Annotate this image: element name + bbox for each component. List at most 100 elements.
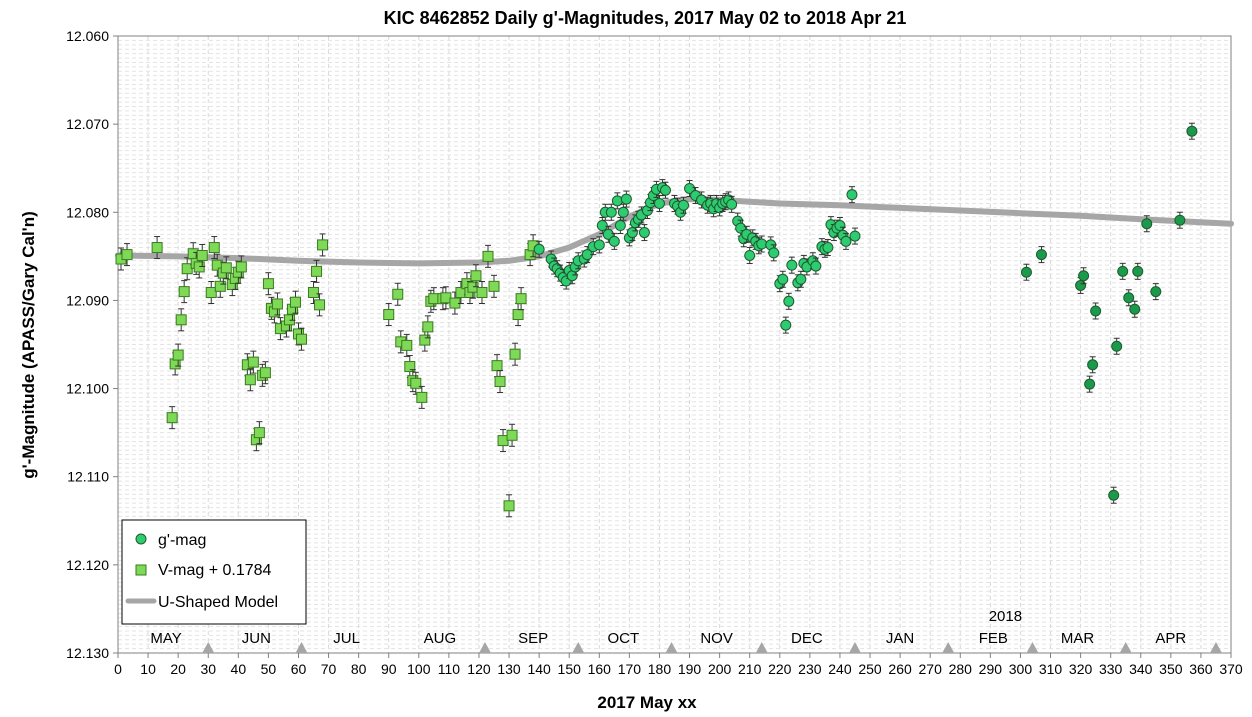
v-mag-point — [166, 412, 178, 424]
v-mag-point — [392, 288, 404, 300]
x-tick-label: 240 — [828, 661, 852, 677]
y-tick-label: 12.090 — [66, 292, 109, 308]
month-boundary-marker — [665, 642, 678, 653]
month-boundary-marker — [295, 642, 308, 653]
x-tick-label: 310 — [1039, 661, 1063, 677]
v-mag-point — [512, 309, 524, 321]
g-mag-point — [1111, 340, 1123, 352]
v-mag-point — [401, 339, 413, 351]
x-tick-label: 80 — [351, 661, 367, 677]
g-mag-point — [596, 220, 608, 232]
x-tick-label: 140 — [527, 661, 551, 677]
g-mag-point — [783, 295, 795, 307]
g-mag-point — [626, 227, 638, 239]
g-mag-point — [822, 242, 834, 254]
month-boundary-marker — [478, 642, 491, 653]
g-mag-point — [834, 220, 846, 232]
v-mag-point — [440, 292, 452, 304]
x-tick-label: 180 — [648, 661, 672, 677]
x-tick-label: 320 — [1069, 661, 1093, 677]
g-mag-point — [659, 184, 671, 196]
x-tick-label: 60 — [291, 661, 307, 677]
month-labels: MAY JUN JUL AUG SEP OCT NOV DEC JAN FEB MAR APR — [150, 630, 1186, 647]
month-label: JUN — [242, 630, 271, 647]
v-mag-point — [503, 500, 515, 512]
g-mag-point — [617, 206, 629, 218]
v-mag-point — [497, 435, 509, 447]
v-mag-point — [151, 242, 163, 254]
g-mag-point — [1186, 125, 1198, 137]
year-label: 2018 — [989, 608, 1022, 625]
legend: g'-mag V-mag + 0.1784 U-Shaped Model — [121, 519, 307, 625]
x-tick-label: 90 — [381, 661, 397, 677]
g-mag-point — [1035, 249, 1047, 261]
month-boundary-marker — [202, 642, 215, 653]
v-mag-point — [295, 333, 307, 345]
x-tick-label: 20 — [170, 661, 186, 677]
v-mag-point — [175, 314, 187, 326]
v-mag-point — [422, 321, 434, 333]
v-mag-point — [289, 296, 301, 308]
x-tick-label: 50 — [261, 661, 277, 677]
v-mag-point — [220, 262, 232, 274]
x-tick-label: 350 — [1159, 661, 1183, 677]
g-mag-point — [777, 273, 789, 285]
x-tick-label: 340 — [1129, 661, 1153, 677]
x-tick-label: 210 — [738, 661, 762, 677]
x-tick-label: 370 — [1219, 661, 1243, 677]
x-tick-label: 120 — [467, 661, 491, 677]
x-tick-label: 40 — [231, 661, 247, 677]
x-tick-label: 260 — [888, 661, 912, 677]
x-tick-label: 290 — [979, 661, 1003, 677]
g-mag-point — [1141, 218, 1153, 230]
v-mag-point — [262, 278, 274, 290]
x-tick-label: 110 — [438, 661, 461, 677]
month-label: MAY — [150, 630, 181, 647]
x-tick-label: 150 — [558, 661, 582, 677]
g-mag-point — [1078, 270, 1090, 282]
y-axis-title: g'-Magnitude (APASS/Gary Cal'n) — [19, 211, 38, 479]
v-mag-point — [491, 360, 503, 372]
v-mag-point — [428, 293, 440, 305]
x-tick-label: 300 — [1009, 661, 1033, 677]
y-tick-label: 12.130 — [66, 645, 109, 661]
v-mag-point — [506, 429, 518, 441]
v-mag-point — [308, 286, 320, 298]
v-mag-point — [253, 427, 265, 439]
x-tick-label: 170 — [618, 661, 642, 677]
v-mag-layer — [115, 233, 539, 518]
v-mag-point — [314, 299, 326, 311]
legend-gmag-marker — [135, 533, 147, 545]
x-tick-label: 360 — [1189, 661, 1213, 677]
month-boundary-markers — [202, 642, 1222, 653]
g-mag-point — [744, 249, 756, 261]
x-tick-label: 130 — [497, 661, 521, 677]
x-tick-label: 70 — [321, 661, 337, 677]
g-mag-point — [605, 206, 617, 218]
g-mag-point — [678, 199, 690, 211]
v-mag-point — [259, 367, 271, 379]
month-boundary-marker — [848, 642, 861, 653]
y-tick-labels: 12.060 12.070 12.080 12.090 12.100 12.110 12.1… — [66, 28, 109, 661]
y-tick-label: 12.120 — [66, 557, 109, 573]
v-mag-point — [244, 374, 256, 386]
g-mag-point — [593, 239, 605, 251]
g-mag-layer — [533, 122, 1198, 504]
g-mag-point — [602, 228, 614, 240]
month-boundary-marker — [755, 642, 768, 653]
month-label: JUL — [333, 630, 360, 647]
v-mag-point — [235, 261, 247, 273]
g-mag-point — [726, 198, 738, 210]
g-mag-point — [1084, 378, 1096, 390]
v-mag-point — [470, 270, 482, 282]
x-tick-label: 190 — [678, 661, 702, 677]
x-tick-label: 0 — [114, 661, 122, 677]
month-label: APR — [1155, 630, 1186, 647]
v-mag-point — [271, 298, 283, 310]
month-label: AUG — [424, 630, 457, 647]
v-mag-point — [383, 309, 395, 321]
month-boundary-marker — [572, 642, 585, 653]
month-boundary-marker — [1209, 642, 1222, 653]
g-mag-point — [1075, 279, 1087, 291]
